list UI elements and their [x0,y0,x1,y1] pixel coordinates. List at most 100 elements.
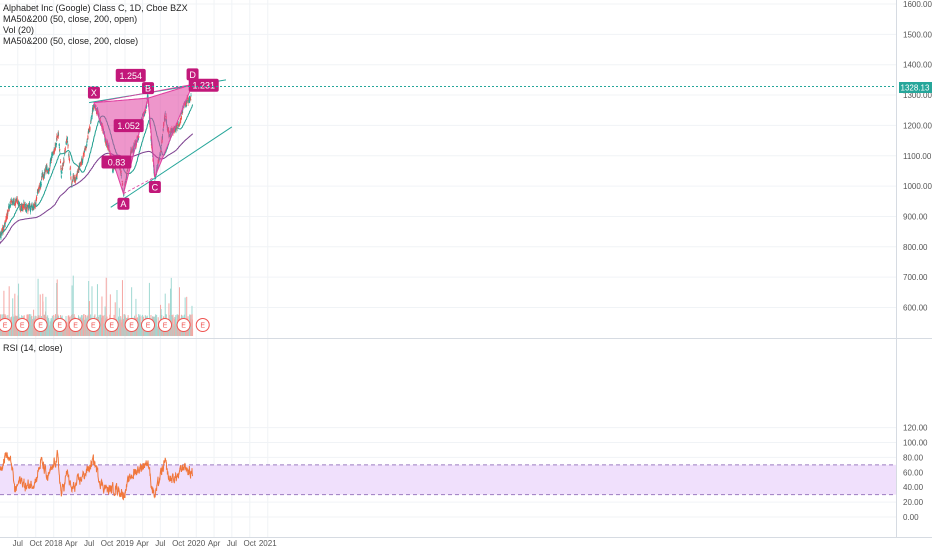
price-axis-tick-label: 800.00 [903,243,928,252]
time-axis-tick-label: 2021 [259,539,277,548]
candle-body [150,139,152,142]
candle-body [41,176,43,180]
candle-body [22,207,24,209]
volume-bar [184,297,186,336]
volume-bar [17,329,19,336]
candle-body [187,98,189,100]
volume-bar [103,323,105,336]
earnings-marker [52,318,67,332]
ma-open-indicator-label: MA50&200 (50, close, 200, open) [3,14,138,24]
time-axis-tick-label: Jul [84,539,94,548]
rsi-series [0,449,194,501]
volume-bar [39,294,41,336]
candle-body [75,176,77,178]
candle-body [187,98,189,99]
volume-bar [10,326,12,336]
candle-body [177,122,179,125]
volume-bar [145,328,147,336]
pattern-connector [93,97,149,104]
volume-bar [116,328,118,336]
volume-bar [186,326,188,336]
volume-bar [91,286,93,336]
volume-bar [6,329,8,336]
candle-body [53,148,55,153]
price-axis-tick-label: 1000.00 [903,182,932,191]
volume-indicator-label: Vol (20) [3,25,35,35]
candle-body [55,144,57,147]
volume-bar [168,325,170,336]
volume-bar [30,326,32,336]
candle-body [50,159,52,162]
volume-bar [121,280,123,336]
candle-body [38,190,40,191]
candle-body [77,173,79,174]
volume-bar [104,306,106,336]
candle-body [34,203,36,207]
candle-body [23,203,25,205]
candle-body [146,94,148,97]
candle-body [60,175,62,178]
time-axis-tick-label: Apr [65,539,78,548]
earnings-marker-label: E [20,323,25,330]
candle-body [180,116,182,120]
candle-body [67,143,69,145]
last-price-tag: 1328.13 [899,82,932,93]
volume-bar [32,318,34,336]
candle-body [54,144,56,150]
candle-body [30,208,32,210]
candle-body [0,233,2,236]
pattern-connector [123,176,156,195]
volume-bar [192,328,194,336]
volume-bar [7,329,9,336]
pattern-point-label-x: X [91,88,97,98]
candle-body [137,139,139,141]
volume-bar [175,323,177,336]
candle-body [177,125,179,126]
pattern-ratio-label: 1.231 [192,81,215,91]
rsi-axis-tick-label: 120.00 [903,424,928,433]
volume-bar [71,285,73,336]
price-axis-tick-label: 1600.00 [903,0,932,9]
candle-body [49,170,51,171]
harmonic-pattern[interactable]: X A B C D 1.052 1.254 0.83 1.231 [87,68,233,210]
time-axis-tick-label: Oct [30,539,43,548]
candle-body [11,201,13,203]
time-axis-tick-label: Oct [101,539,114,548]
candle-body [81,161,83,165]
candle-body [4,221,6,223]
earnings-marker [15,318,30,332]
candle-body [181,113,183,115]
candle-body [56,138,58,141]
volume-bar [36,329,38,336]
candle-body [21,206,23,209]
volume-bar [157,326,159,336]
candle-body [76,173,78,177]
pattern-point-marker [117,197,130,210]
rsi-axis-tick-label: 60.00 [903,468,924,477]
volume-bar [164,293,166,336]
volume-bar [99,321,101,336]
earnings-marker [141,318,156,332]
candle-body [12,200,14,203]
earnings-marker-label: E [57,323,62,330]
price-axis-tick-label: 900.00 [903,212,928,221]
earnings-marker [195,318,210,332]
candle-body [71,181,73,183]
candle-body [19,207,21,210]
pattern-ratio-box [188,78,219,92]
earnings-marker [158,318,173,332]
volume-bar [101,315,103,336]
candle-body [36,197,38,199]
chart-title: Alphabet Inc (Google) Class C, 1D, Cboe … [3,3,188,13]
volume-bar [49,324,51,336]
candle-body [19,202,21,205]
candle-body [49,160,51,164]
volume-bar [37,278,39,336]
candle-body [23,204,25,207]
volume-bar [178,287,180,336]
earnings-marker [68,318,83,332]
trendline [110,126,233,208]
candle-body [3,225,5,227]
